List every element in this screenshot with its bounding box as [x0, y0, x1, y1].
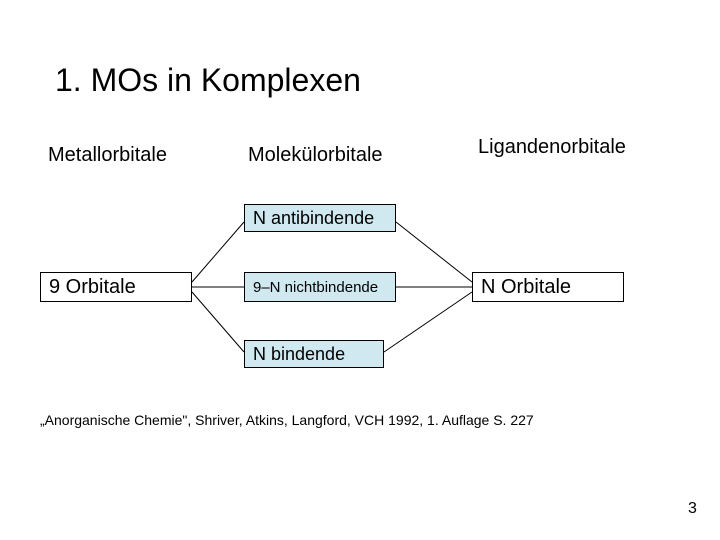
box-9-orbitale-label: 9 Orbitale	[49, 276, 136, 299]
box-bindende-label: N bindende	[253, 344, 345, 365]
box-n-orbitale: N Orbitale	[472, 272, 624, 302]
box-bindende: N bindende	[244, 340, 384, 368]
box-antibindende-label: N antibindende	[253, 208, 374, 229]
box-9-orbitale: 9 Orbitale	[40, 272, 192, 302]
box-n-orbitale-label: N Orbitale	[481, 276, 571, 299]
box-nichtbindende-label: 9–N nichtbindende	[253, 279, 378, 296]
column-label-middle: Molekülorbitale	[248, 144, 383, 167]
page-number: 3	[688, 500, 697, 518]
box-nichtbindende: 9–N nichtbindende	[244, 272, 396, 302]
column-label-right: Ligandenorbitale	[478, 136, 626, 159]
slide-title: 1. MOs in Komplexen	[55, 62, 361, 99]
column-label-left: Metallorbitale	[48, 144, 167, 167]
box-antibindende: N antibindende	[244, 204, 396, 232]
citation-text: „Anorganische Chemie", Shriver, Atkins, …	[40, 412, 534, 428]
